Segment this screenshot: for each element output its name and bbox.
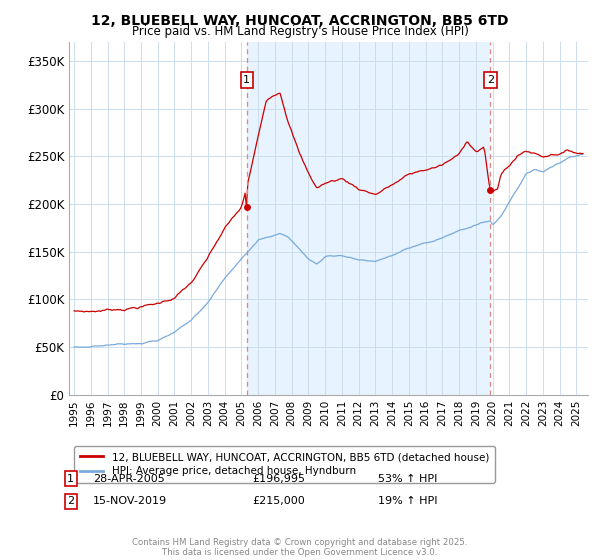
Text: 19% ↑ HPI: 19% ↑ HPI	[378, 496, 437, 506]
Text: 2: 2	[67, 496, 74, 506]
Text: 12, BLUEBELL WAY, HUNCOAT, ACCRINGTON, BB5 6TD: 12, BLUEBELL WAY, HUNCOAT, ACCRINGTON, B…	[91, 14, 509, 28]
Text: 2: 2	[487, 75, 494, 85]
Text: 15-NOV-2019: 15-NOV-2019	[93, 496, 167, 506]
Text: £196,995: £196,995	[252, 474, 305, 484]
Text: £215,000: £215,000	[252, 496, 305, 506]
Bar	[247, 42, 490, 395]
Text: 1: 1	[67, 474, 74, 484]
Text: 1: 1	[243, 75, 250, 85]
Text: 53% ↑ HPI: 53% ↑ HPI	[378, 474, 437, 484]
Text: 28-APR-2005: 28-APR-2005	[93, 474, 165, 484]
Text: Price paid vs. HM Land Registry's House Price Index (HPI): Price paid vs. HM Land Registry's House …	[131, 25, 469, 38]
Text: Contains HM Land Registry data © Crown copyright and database right 2025.
This d: Contains HM Land Registry data © Crown c…	[132, 538, 468, 557]
Legend: 12, BLUEBELL WAY, HUNCOAT, ACCRINGTON, BB5 6TD (detached house), HPI: Average pr: 12, BLUEBELL WAY, HUNCOAT, ACCRINGTON, B…	[74, 446, 496, 483]
